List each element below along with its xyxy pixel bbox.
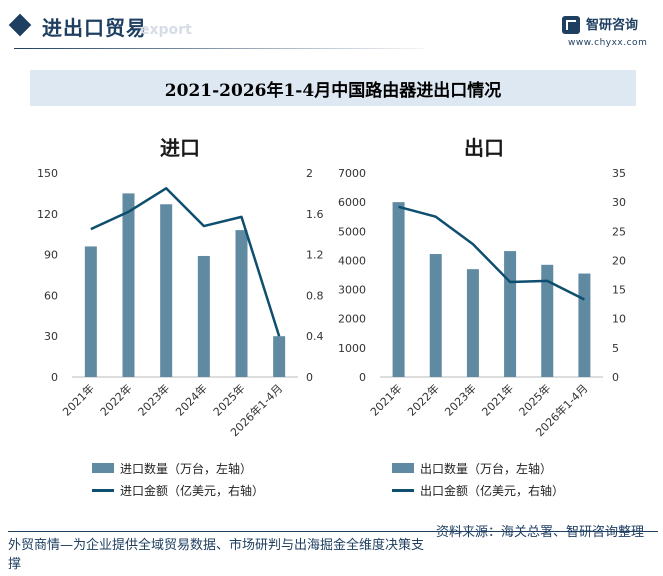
legend-line-swatch <box>392 489 414 492</box>
import-legend: 进口数量（万台，左轴） 进口金额（亿美元，右轴） <box>92 460 312 500</box>
export-y-left-tick: 4000 <box>338 254 366 267</box>
import-bar <box>197 255 210 377</box>
export-bar <box>578 273 591 377</box>
export-y-right-tick: 5 <box>612 342 619 355</box>
export-bar <box>504 251 517 377</box>
logo-url: www.chyxx.com <box>568 38 648 48</box>
import-y-right-tick: 2 <box>306 167 313 180</box>
import-y-right-tick: 1.2 <box>306 249 324 262</box>
legend-bar-swatch <box>392 463 414 473</box>
export-y-left-tick: 7000 <box>338 167 366 180</box>
legend-label: 进口数量（万台，左轴） <box>120 462 253 476</box>
section-title: 进出口贸易 <box>42 16 147 40</box>
import-y-right-tick: 0.8 <box>306 289 324 302</box>
header-divider <box>14 48 424 49</box>
import-bar <box>273 336 286 377</box>
export-y-right-tick: 10 <box>612 313 626 326</box>
export-y-left-tick: 6000 <box>338 196 366 209</box>
source-note: 资料来源：海关总署、智研咨询整理 <box>436 525 645 540</box>
brand-logo: 智研咨询 www.chyxx.com <box>562 14 658 50</box>
export-bar <box>392 202 405 377</box>
import-bar <box>160 204 173 377</box>
import-y-left-tick: 30 <box>44 330 58 343</box>
footer-tagline: 外贸商情—为企业提供全域贸易数据、市场研判与出海掘金全维度决策支撑 <box>8 538 425 572</box>
import-y-right-tick: 0.4 <box>306 330 324 343</box>
export-legend: 出口数量（万台，左轴） 出口金额（亿美元，右轴） <box>392 460 612 500</box>
export-y-right-tick: 0 <box>612 371 619 384</box>
legend-line-swatch <box>92 489 114 492</box>
import-y-left-tick: 90 <box>44 249 58 262</box>
header: 进出口贸易 export 智研咨询 www.chyxx.com <box>0 0 663 62</box>
export-y-right-tick: 15 <box>612 284 626 297</box>
export-y-left-tick: 5000 <box>338 225 366 238</box>
export-y-left-tick: 2000 <box>338 313 366 326</box>
title-banner: 2021-2026年1-4月中国路由器进出口情况 <box>30 70 636 106</box>
export-chart-title: 出口 <box>464 136 504 160</box>
logo-name: 智研咨询 <box>586 18 639 33</box>
export-bar <box>466 269 479 377</box>
import-chart-title: 进口 <box>160 136 200 160</box>
import-y-left-tick: 120 <box>37 208 58 221</box>
import-y-right-tick: 0 <box>306 371 313 384</box>
export-x-tick: 2023年 <box>442 381 479 418</box>
legend-label: 出口数量（万台，左轴） <box>420 462 553 476</box>
legend-label: 进口金额（亿美元，右轴） <box>120 484 265 498</box>
import-y-left-tick: 60 <box>44 289 58 302</box>
section-subtitle: export <box>140 22 192 38</box>
footer-divider <box>8 531 658 532</box>
export-line-series <box>398 205 585 301</box>
export-x-tick: 2021年 <box>367 381 404 418</box>
import-y-right-tick: 1.6 <box>306 208 324 221</box>
export-y-right-tick: 30 <box>612 196 626 209</box>
import-bar <box>122 193 135 377</box>
export-y-right-tick: 35 <box>612 167 626 180</box>
legend-bar-swatch <box>92 463 114 473</box>
export-y-left-tick: 3000 <box>338 284 366 297</box>
import-line-series <box>90 187 281 337</box>
export-bar <box>541 264 554 377</box>
logo-icon <box>562 16 580 34</box>
export-x-tick: 2022年 <box>404 381 441 418</box>
import-y-left-tick: 0 <box>51 371 58 384</box>
legend-label: 出口金额（亿美元，右轴） <box>420 484 565 498</box>
export-bar <box>429 254 442 377</box>
export-y-left-tick: 0 <box>359 371 366 384</box>
import-y-left-tick: 150 <box>37 167 58 180</box>
export-x-tick: 2021年 <box>479 381 516 418</box>
export-y-right-tick: 25 <box>612 225 626 238</box>
export-y-right-tick: 20 <box>612 254 626 267</box>
chart-main-title: 2021-2026年1-4月中国路由器进出口情况 <box>164 81 502 101</box>
export-x-tick: 2025年 <box>516 381 553 418</box>
import-bar <box>84 246 97 377</box>
import-bar <box>235 230 248 377</box>
export-y-left-tick: 1000 <box>338 342 366 355</box>
